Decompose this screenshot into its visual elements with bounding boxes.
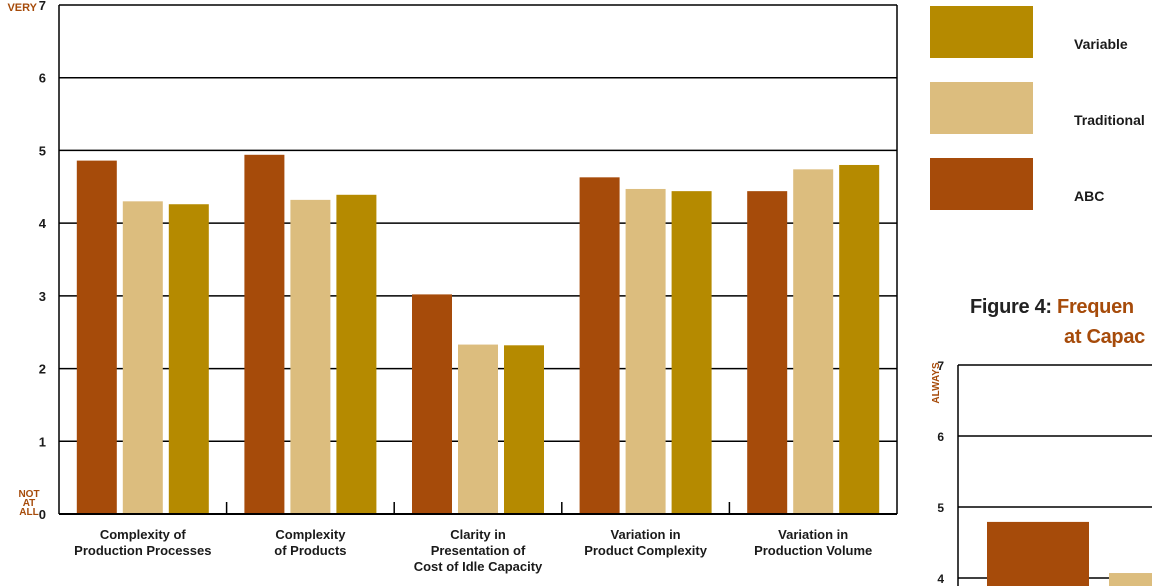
bar-traditional-4 xyxy=(625,188,666,514)
figure-4-title-accent: Frequen xyxy=(1057,296,1134,318)
x-category-label-3-line-1: Clarity in xyxy=(450,527,506,542)
figure-4-subtitle: at Capac xyxy=(1064,326,1145,348)
bar-abc-3 xyxy=(412,294,452,514)
legend-item-variable: Variable xyxy=(930,6,1152,58)
figure-4-title: Figure 4: Frequen xyxy=(970,296,1134,319)
y-tick-label-7: 7 xyxy=(39,0,46,13)
bar-abc-4 xyxy=(579,177,620,514)
y-bottom-label-not: NOT xyxy=(18,489,39,500)
x-category-label-2-line-1: Complexity xyxy=(275,527,346,542)
legend-item-abc: ABC xyxy=(930,158,1152,210)
y-bottom-label-at: AT xyxy=(23,498,36,509)
legend-label-variable: Variable xyxy=(1074,36,1128,52)
figure-4-chart: 7 6 5 4 ALWAYS xyxy=(931,359,1152,586)
bar-abc-2 xyxy=(244,154,285,514)
x-category-label-1-line-1: Complexity of xyxy=(100,527,187,542)
fig4-y-tick-label-6: 6 xyxy=(937,430,944,444)
x-category-label-2-line-2: of Products xyxy=(274,543,346,558)
bar-variable-4 xyxy=(671,191,712,515)
legend-swatch-variable xyxy=(930,6,1033,58)
fig4-bar-traditional xyxy=(1109,573,1152,586)
legend-item-traditional: Traditional xyxy=(930,82,1152,134)
y-tick-label-3: 3 xyxy=(39,289,46,304)
fig4-bar-abc xyxy=(987,521,1089,586)
fig4-y-tick-label-5: 5 xyxy=(937,501,944,515)
y-bottom-label-all: ALL xyxy=(19,507,38,518)
fig4-y-tick-label-4: 4 xyxy=(937,572,944,586)
y-tick-label-4: 4 xyxy=(39,216,47,231)
bar-variable-5 xyxy=(839,164,880,514)
y-tick-label-0: 0 xyxy=(39,507,46,522)
legend-label-abc: ABC xyxy=(1074,188,1105,204)
x-category-label-3-line-3: Cost of Idle Capacity xyxy=(414,559,543,574)
legend-label-traditional: Traditional xyxy=(1074,112,1145,128)
bar-traditional-1 xyxy=(122,201,163,515)
bar-abc-1 xyxy=(76,160,117,514)
fig4-y-tick-label-7: 7 xyxy=(937,359,944,373)
bar-variable-1 xyxy=(168,204,209,515)
x-category-label-3-line-2: Presentation of xyxy=(431,543,526,558)
y-top-label: VERY xyxy=(7,2,37,14)
y-tick-label-1: 1 xyxy=(39,434,46,449)
y-tick-label-2: 2 xyxy=(39,362,46,377)
y-tick-label-6: 6 xyxy=(39,71,46,86)
bar-traditional-2 xyxy=(290,199,331,515)
bar-traditional-5 xyxy=(793,169,834,514)
bar-variable-3 xyxy=(504,345,544,514)
y-tick-label-5: 5 xyxy=(39,143,46,158)
x-category-label-5-line-1: Variation in xyxy=(778,527,848,542)
x-category-label-1-line-2: Production Processes xyxy=(74,543,211,558)
legend-swatch-abc xyxy=(930,158,1033,210)
x-category-label-4-line-2: Product Complexity xyxy=(584,543,708,558)
x-category-label-5-line-2: Production Volume xyxy=(754,543,872,558)
bar-abc-5 xyxy=(747,191,788,515)
x-category-label-4-line-1: Variation in xyxy=(611,527,681,542)
legend-swatch-traditional xyxy=(930,82,1033,134)
fig4-y-top-label: ALWAYS xyxy=(931,362,942,404)
legend: Variable Traditional ABC xyxy=(930,6,1152,216)
figure-4-title-prefix: Figure 4: xyxy=(970,296,1052,318)
bar-traditional-3 xyxy=(458,344,498,514)
bar-variable-2 xyxy=(336,194,377,514)
